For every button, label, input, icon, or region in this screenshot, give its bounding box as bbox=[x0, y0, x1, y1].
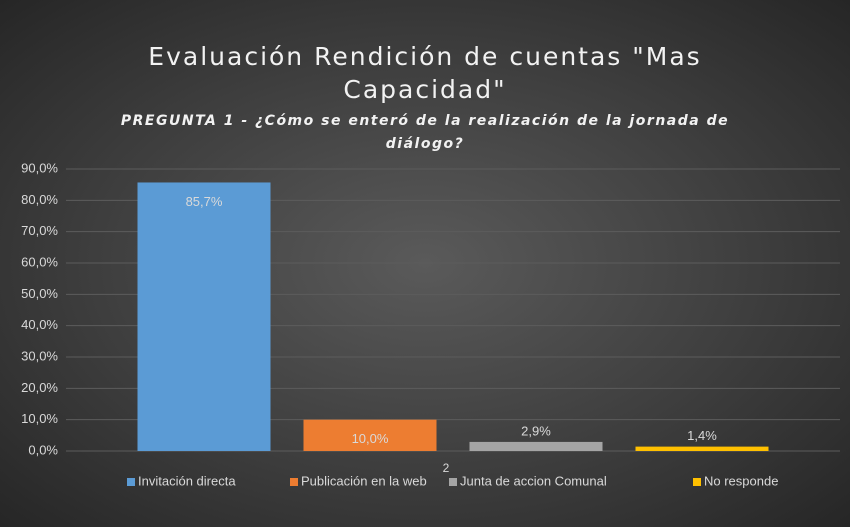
legend-label: No responde bbox=[704, 473, 778, 488]
data-label: 2,9% bbox=[521, 423, 551, 438]
y-tick-label: 60,0% bbox=[21, 254, 58, 269]
legend-swatch bbox=[127, 478, 135, 486]
y-tick-label: 90,0% bbox=[21, 160, 58, 175]
y-tick-label: 30,0% bbox=[21, 348, 58, 363]
data-label: 85,7% bbox=[186, 194, 223, 209]
y-tick-label: 80,0% bbox=[21, 192, 58, 207]
y-tick-label: 10,0% bbox=[21, 411, 58, 426]
data-label: 1,4% bbox=[687, 428, 717, 443]
legend-label: Publicación en la web bbox=[301, 473, 427, 488]
x-tick-label: 2 bbox=[443, 461, 450, 475]
legend-label: Junta de accion Comunal bbox=[460, 473, 607, 488]
bar bbox=[303, 419, 437, 451]
legend-swatch bbox=[290, 478, 298, 486]
legend-swatch bbox=[693, 478, 701, 486]
legend-label: Invitación directa bbox=[138, 473, 236, 488]
bar bbox=[137, 182, 271, 451]
y-tick-label: 20,0% bbox=[21, 380, 58, 395]
y-tick-label: 70,0% bbox=[21, 223, 58, 238]
chart-title: Evaluación Rendición de cuentas "Mas Cap… bbox=[148, 42, 702, 104]
chart-subtitle: PREGUNTA 1 - ¿Cómo se enteró de la reali… bbox=[120, 113, 730, 152]
data-label: 10,0% bbox=[352, 431, 389, 446]
legend-swatch bbox=[449, 478, 457, 486]
y-tick-label: 50,0% bbox=[21, 286, 58, 301]
y-tick-label: 40,0% bbox=[21, 317, 58, 332]
bar bbox=[635, 446, 769, 451]
bar bbox=[469, 441, 603, 451]
y-tick-label: 0,0% bbox=[28, 442, 58, 457]
